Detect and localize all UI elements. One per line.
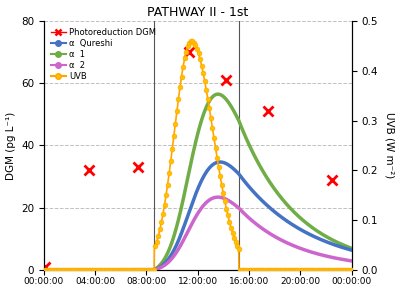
- Legend: Photoreduction DGM, α  Qureshi, α  1, α  2, UVB: Photoreduction DGM, α Qureshi, α 1, α 2,…: [48, 25, 158, 84]
- Y-axis label: DGM (pg L⁻¹): DGM (pg L⁻¹): [6, 111, 16, 180]
- Y-axis label: UVB (W m⁻²): UVB (W m⁻²): [384, 112, 394, 179]
- Title: PATHWAY II - 1st: PATHWAY II - 1st: [147, 6, 248, 19]
